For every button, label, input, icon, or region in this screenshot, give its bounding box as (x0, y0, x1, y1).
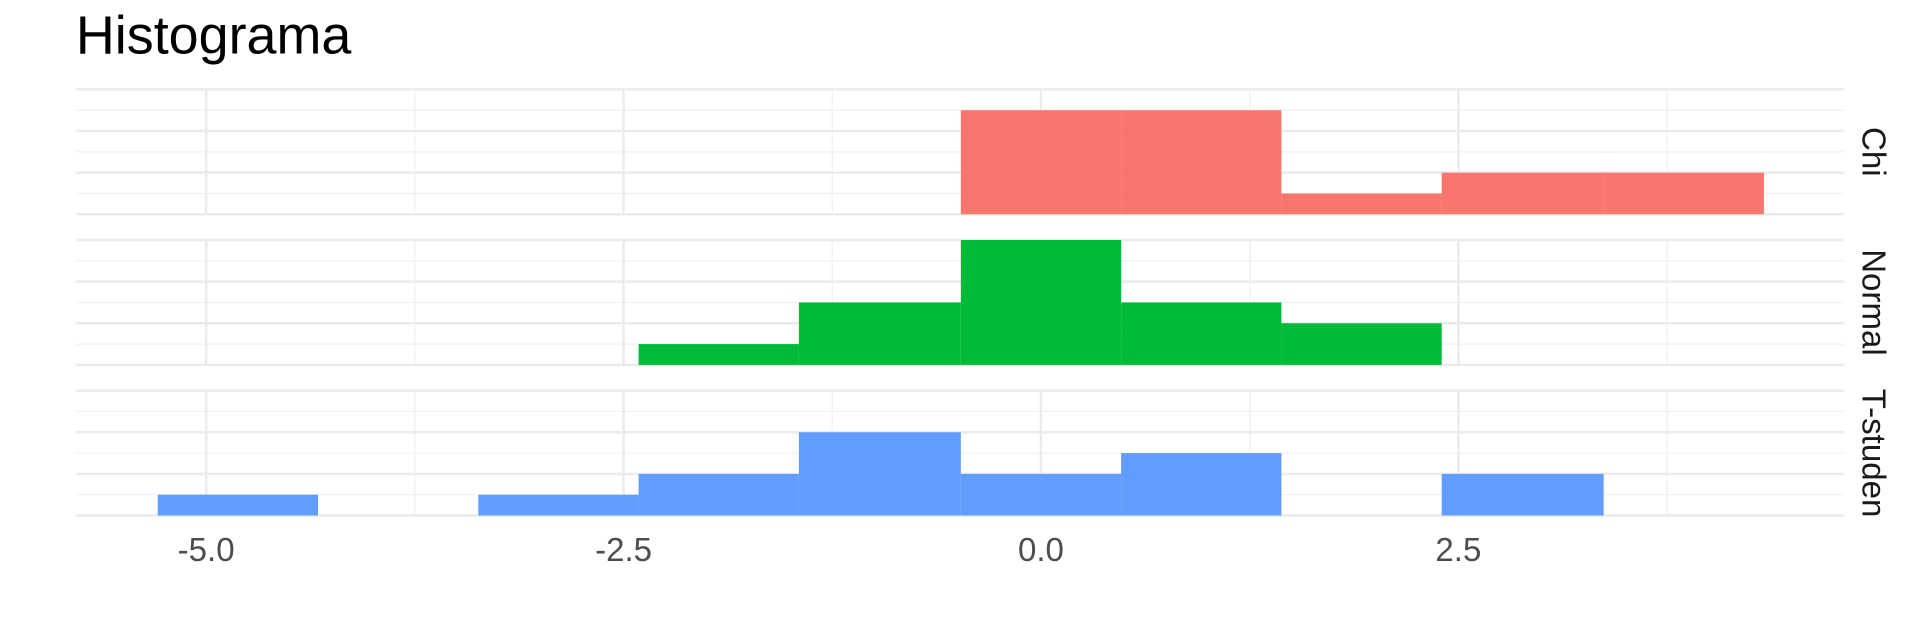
bar (1281, 323, 1442, 365)
bar (1441, 473, 1604, 516)
bar (638, 344, 799, 365)
x-tick-label: -2.5 (595, 532, 652, 569)
x-tick-label: 2.5 (1435, 532, 1481, 569)
bar (157, 494, 319, 516)
chart-title: Histograma (76, 5, 351, 65)
bar (960, 110, 1122, 215)
bar (638, 473, 799, 516)
x-tick-label: -5.0 (178, 532, 235, 569)
facet-label: T-studen (1854, 389, 1891, 518)
bar (798, 302, 961, 365)
bar (1121, 110, 1282, 215)
bar (1121, 302, 1282, 365)
x-tick-label: 0.0 (1018, 532, 1064, 569)
bar (1281, 193, 1442, 215)
bar (798, 432, 961, 516)
bar (478, 494, 639, 516)
bar (960, 239, 1122, 365)
bar (960, 473, 1122, 516)
bar (1603, 172, 1764, 215)
bar (1441, 172, 1604, 215)
facet-label: Chi (1854, 127, 1891, 177)
bar (1121, 453, 1282, 516)
facet-label: Normal (1854, 249, 1891, 356)
